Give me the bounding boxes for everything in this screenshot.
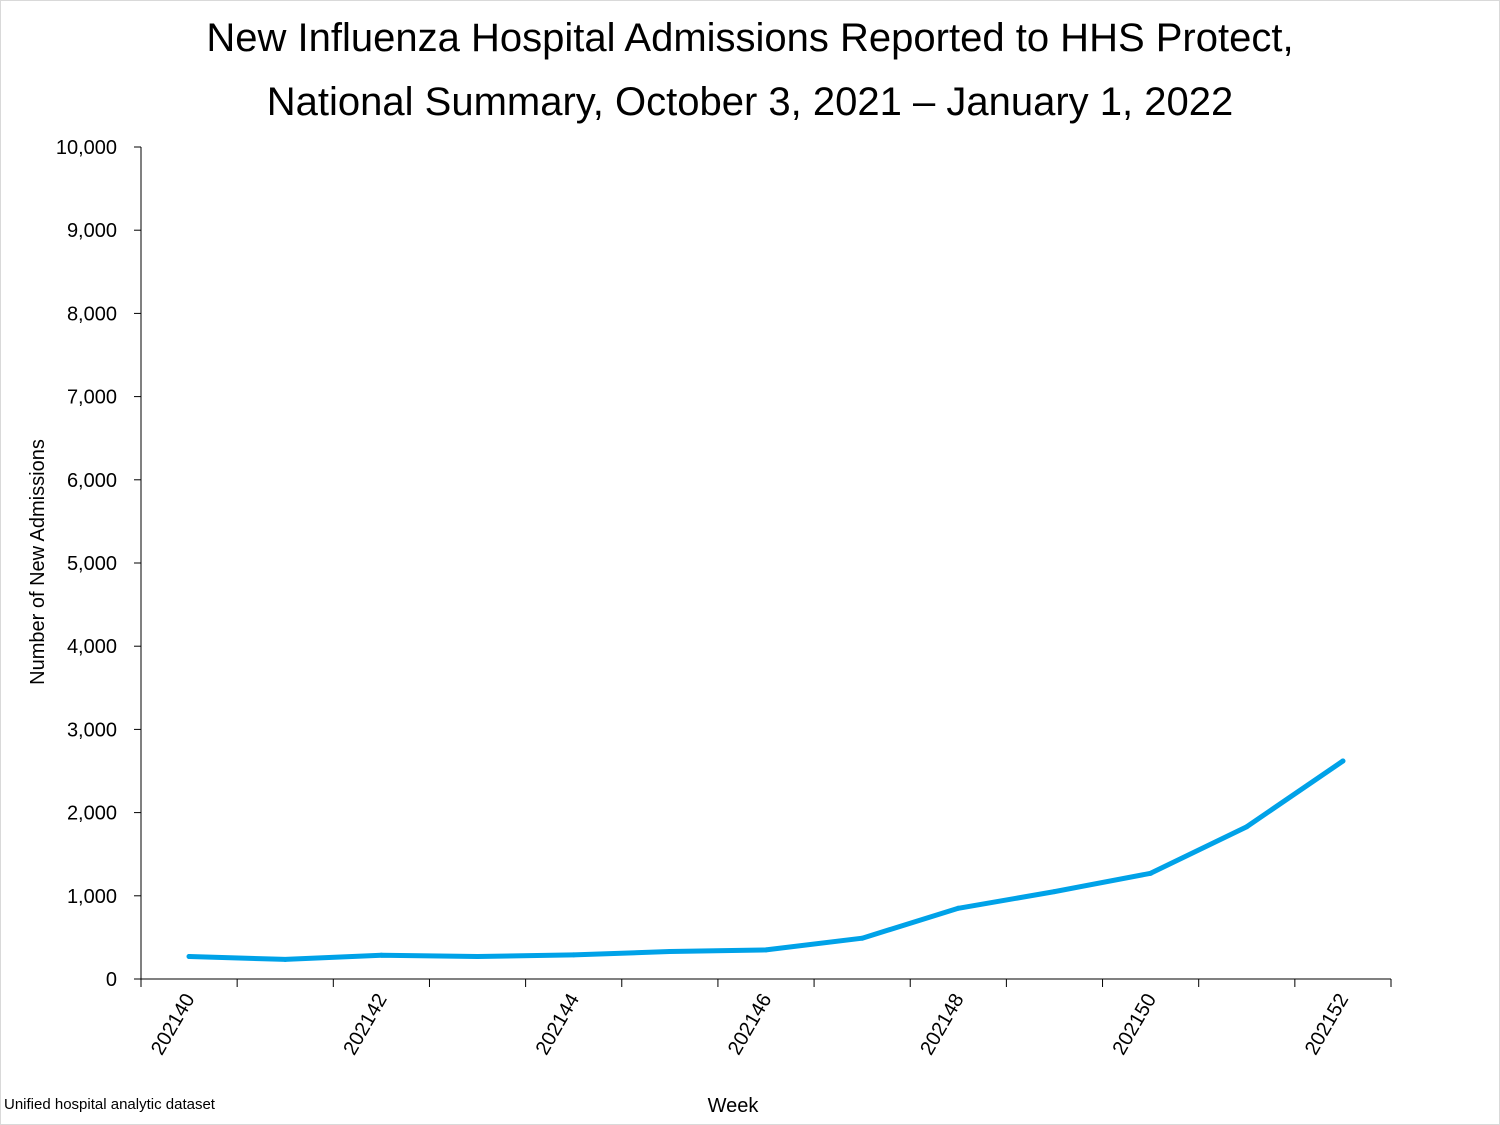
x-tick-label: 202146 [724,990,776,1059]
y-tick-label: 8,000 [67,303,117,325]
y-tick-label: 4,000 [67,636,117,658]
y-tick-label: 5,000 [67,553,117,575]
data-point [475,954,481,960]
data-point [859,935,865,941]
data-point [1051,889,1057,895]
y-tick-label: 1,000 [67,886,117,908]
y-axis-label: Number of New Admissions [27,439,49,685]
data-point [1340,758,1346,764]
data-point [763,947,769,953]
axes [140,147,1391,980]
data-point [1148,870,1154,876]
x-tick-label: 202142 [339,990,391,1059]
data-source-note: Unified hospital analytic dataset [4,1096,215,1113]
chart-title-line-2: National Summary, October 3, 2021 – Janu… [266,80,1234,124]
y-tick-label: 2,000 [67,803,117,825]
x-tick-label: 202148 [916,990,968,1059]
y-tick-label: 7,000 [67,387,117,409]
y-tick-label: 0 [106,969,117,991]
y-tick-label: 3,000 [67,719,117,741]
y-tick-label: 9,000 [67,220,117,242]
x-tick-label: 202144 [532,990,584,1059]
x-tick-label: 202150 [1109,990,1161,1059]
y-tick-label: 6,000 [67,470,117,492]
data-point [282,956,288,962]
x-axis-ticks: 202140 202142 202144 202146 202148 202150 2021… [140,979,1392,1059]
data-point [378,952,384,958]
data-point [955,905,961,911]
y-axis-ticks: 0 1,000 2,000 3,000 4,000 5,000 6,000 7,000 8,00… [56,137,141,991]
data-point [186,954,192,960]
chart-title-line-1: New Influenza Hospital Admissions Report… [206,16,1294,60]
data-point [571,952,577,958]
x-axis-label: Week [708,1095,760,1117]
series-line [186,758,1346,962]
series-group [186,758,1346,962]
x-tick-label: 202140 [147,990,199,1059]
x-tick-label: 202152 [1301,990,1353,1059]
data-point [1244,824,1250,830]
data-point [667,949,673,955]
y-tick-label: 10,000 [56,137,117,159]
